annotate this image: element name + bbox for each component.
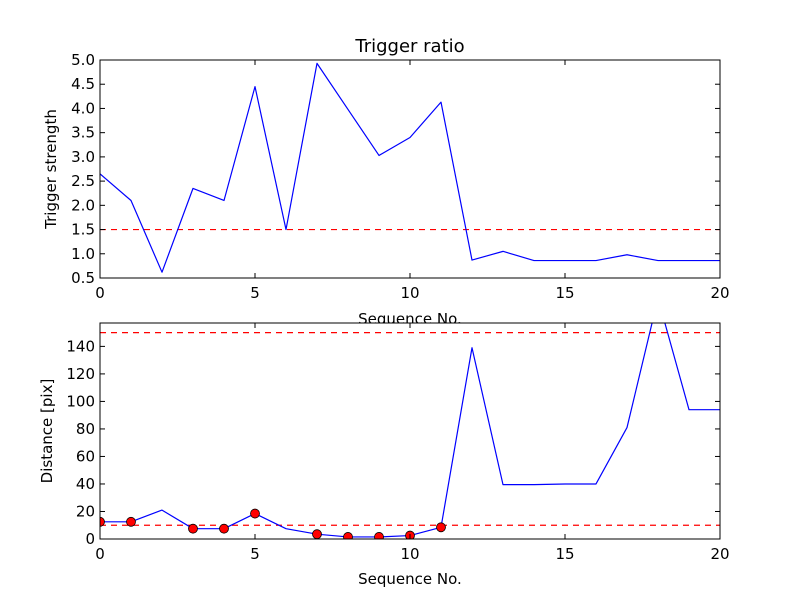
data-point-marker	[126, 516, 136, 527]
y-tick-label: 1.0	[71, 245, 95, 263]
data-point-marker	[374, 532, 384, 539]
data-point-marker	[436, 522, 446, 533]
data-point-marker	[188, 523, 198, 534]
x-axis-label: Sequence No.	[358, 570, 462, 588]
x-tick-label: 10	[400, 284, 419, 302]
x-tick-label: 15	[555, 545, 574, 563]
chart-title: Trigger ratio	[354, 36, 464, 57]
y-tick-label: 120	[66, 365, 95, 383]
data-point-marker	[250, 508, 260, 519]
y-tick-label: 2.0	[71, 196, 95, 214]
x-tick-label: 0	[95, 545, 105, 563]
plot-background	[100, 323, 720, 539]
x-tick-label: 5	[250, 545, 260, 563]
y-tick-label: 3.5	[71, 124, 95, 142]
y-tick-label: 100	[66, 392, 95, 410]
y-tick-label: 5.0	[71, 51, 95, 69]
y-tick-label: 40	[76, 475, 95, 493]
series-group	[100, 62, 720, 273]
data-point-marker	[219, 523, 229, 534]
ticks-group: 0 5 10 15 20 0 20 40 60 80 100 120 140	[66, 323, 730, 563]
plot-frame	[99, 322, 721, 540]
y-tick-label: 4.5	[71, 75, 95, 93]
x-tick-label: 10	[400, 545, 419, 563]
x-tick-label: 15	[555, 284, 574, 302]
y-tick-label: 3.0	[71, 148, 95, 166]
y-tick-label: 80	[76, 420, 95, 438]
ticks-group: 0 5 10 15 20 0.5 1.0 1.5 2.0 2.5 3.0 3.5 4.0 4.5 5.0	[71, 51, 729, 302]
trigger-ratio-chart: Trigger ratio 0 5 10 15 20 0.5 1.0 1.5 2.0 2.5 3.0…	[42, 36, 730, 328]
y-axis-label: Distance [pix]	[38, 379, 56, 484]
y-tick-label: 140	[66, 337, 95, 355]
y-tick-label: 60	[76, 447, 95, 465]
y-tick-label: 1.5	[71, 221, 95, 239]
y-tick-label: 4.0	[71, 99, 95, 117]
y-tick-label: 20	[76, 502, 95, 520]
x-tick-label: 20	[710, 284, 729, 302]
data-point-marker	[312, 529, 322, 539]
y-tick-label: 0.5	[71, 269, 95, 287]
markers-group	[100, 508, 446, 539]
x-tick-label: 5	[250, 284, 260, 302]
x-tick-label: 20	[710, 545, 729, 563]
data-point-marker	[100, 516, 105, 527]
x-tick-label: 0	[95, 284, 105, 302]
threshold-lines	[100, 332, 720, 526]
y-tick-label: 2.5	[71, 172, 95, 190]
plot-frame	[99, 59, 721, 279]
series-line	[100, 62, 720, 273]
y-tick-label: 0	[85, 530, 95, 548]
data-point-marker	[343, 532, 353, 539]
y-axis-label: Trigger strength	[42, 109, 60, 230]
